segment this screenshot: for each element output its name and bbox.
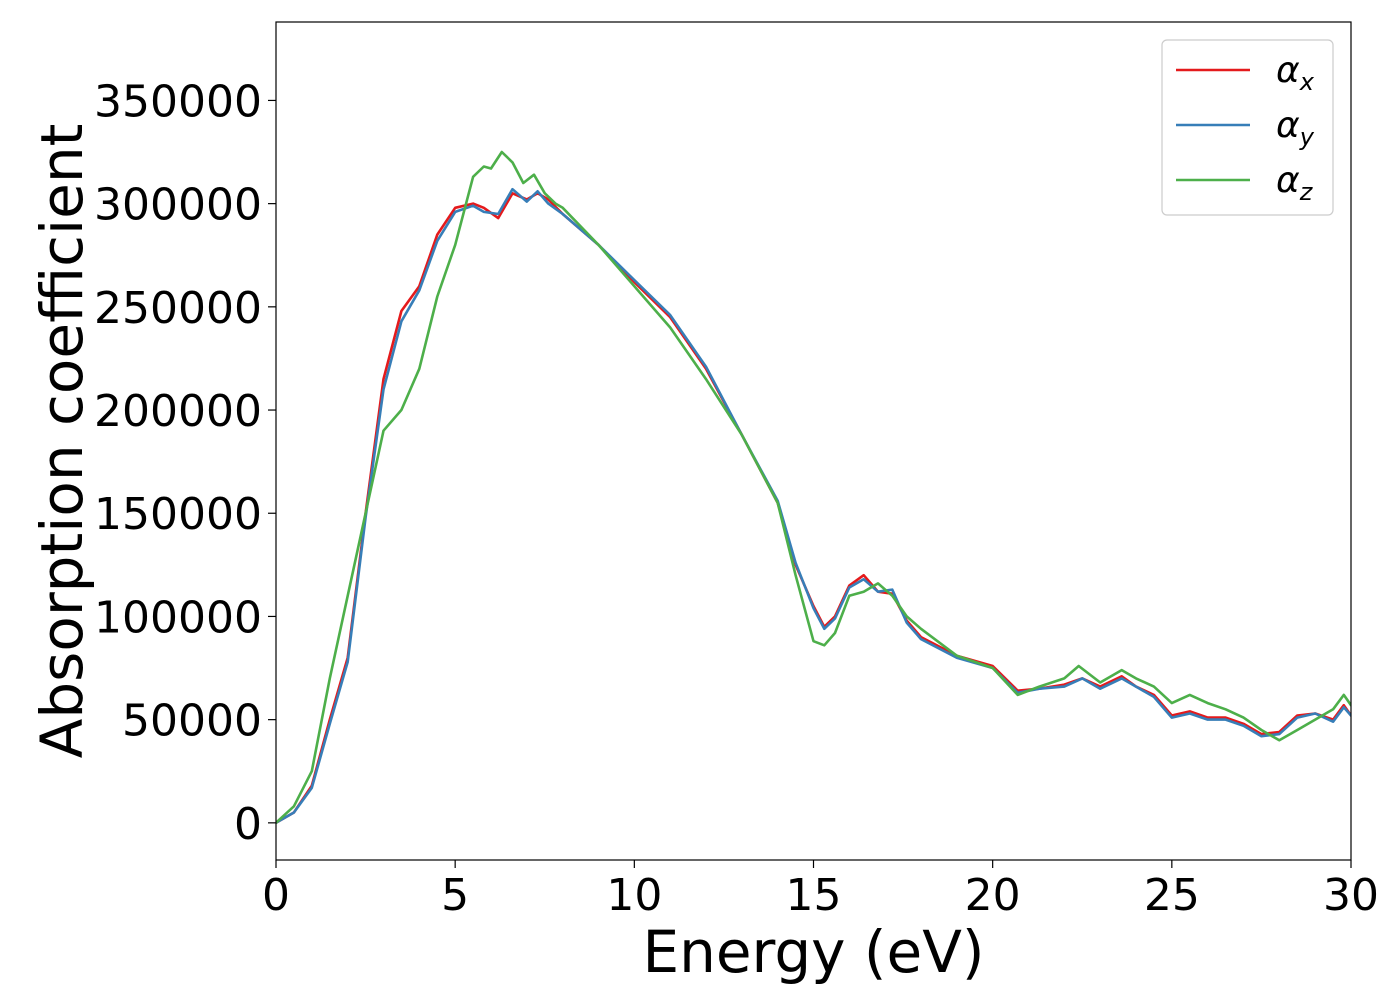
x-tick-label: 0 <box>262 870 290 921</box>
x-tick-label: 25 <box>1144 870 1200 921</box>
series-line-z <box>276 150 1351 825</box>
y-tick-label: 150000 <box>94 489 262 540</box>
x-axis-label: Energy (eV) <box>642 918 984 986</box>
y-tick-label: 250000 <box>94 283 262 334</box>
x-axis-ticks: 0 5 10 15 20 25 30 <box>262 860 1379 921</box>
x-tick-label: 30 <box>1323 870 1379 921</box>
legend-label-subscript: y <box>1299 123 1315 151</box>
legend-label-base: α <box>1276 160 1300 201</box>
series-layer <box>276 150 1351 825</box>
y-tick-label: 0 <box>234 799 262 850</box>
y-tick-label: 50000 <box>122 696 262 747</box>
y-axis-ticks: 0 50000 100000 150000 200000 250000 300000 3500… <box>94 76 276 850</box>
legend-label-x: αx <box>1276 50 1315 96</box>
series-line-y <box>276 187 1351 825</box>
legend-label-subscript: z <box>1299 178 1314 206</box>
legend-label-base: α <box>1276 105 1300 146</box>
legend-label-base: α <box>1276 50 1300 91</box>
y-tick-label: 350000 <box>94 76 262 127</box>
legend-label-y: αy <box>1276 105 1315 151</box>
y-tick-label: 100000 <box>94 592 262 643</box>
x-tick-label: 15 <box>786 870 842 921</box>
x-tick-label: 20 <box>965 870 1021 921</box>
legend-box <box>1161 39 1334 216</box>
y-tick-label: 200000 <box>94 386 262 437</box>
x-tick-label: 10 <box>606 870 662 921</box>
legend-label-z: αz <box>1276 160 1314 206</box>
x-tick-label: 5 <box>441 870 469 921</box>
legend-label-subscript: x <box>1299 68 1315 96</box>
y-axis-label: Absorption coefficient <box>28 124 96 759</box>
y-tick-label: 300000 <box>94 180 262 231</box>
